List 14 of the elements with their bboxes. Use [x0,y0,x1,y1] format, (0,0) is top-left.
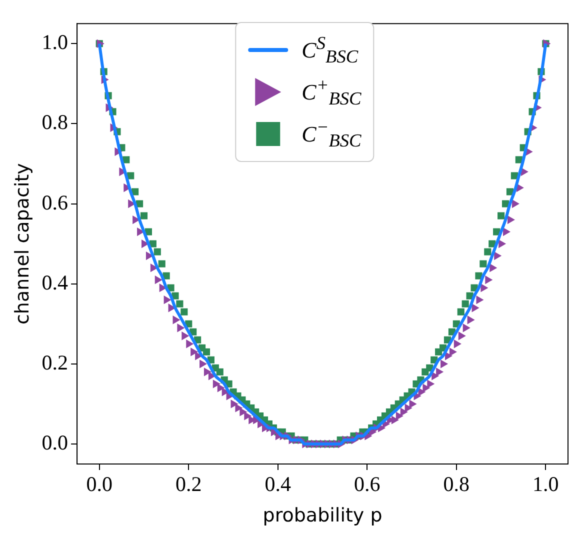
x-tick-label: 0.6 [354,472,380,496]
y-tick-label: 0.8 [42,110,68,134]
y-axis-title: channel capacity [11,163,34,325]
x-tick-label: 1.0 [532,472,559,496]
x-tick-label: 0.2 [176,472,202,496]
y-tick-label: 1.0 [42,30,68,54]
y-tick-label: 0.4 [42,270,69,294]
x-tick-label: 0.0 [86,472,112,496]
x-tick-label: 0.4 [264,472,292,496]
x-tick-label: 0.8 [443,472,470,496]
x-axis-title: probability p [262,504,382,527]
y-tick-label: 0.6 [42,190,68,214]
y-tick-label: 0.0 [42,430,68,454]
y-tick-label: 0.2 [42,350,68,374]
